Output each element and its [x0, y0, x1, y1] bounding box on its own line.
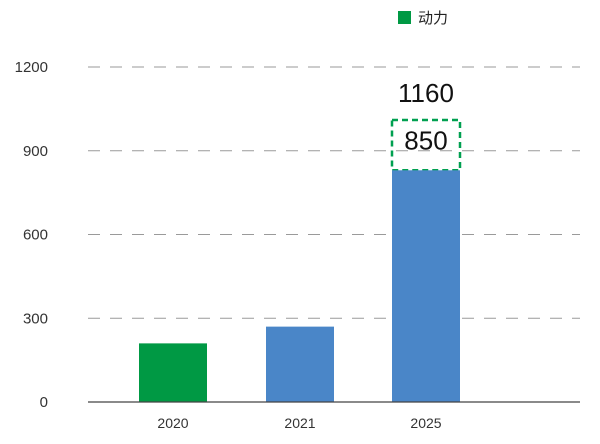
- gridlines: [88, 66, 580, 319]
- legend: 动力: [398, 10, 448, 27]
- legend-label: 动力: [418, 10, 448, 27]
- y-tick-label: 900: [23, 143, 48, 160]
- annotation-box-layer: [390, 118, 462, 172]
- x-tick-label: 2020: [157, 415, 188, 431]
- bar-2025: [392, 170, 460, 402]
- annotation-label-1160: 1160: [398, 78, 454, 108]
- y-tick-label: 300: [23, 310, 48, 327]
- dashed-target-box: [390, 118, 462, 172]
- bar-2020: [139, 343, 207, 402]
- legend-swatch: [398, 11, 411, 24]
- x-axis-ticks: 2020 2021 2025: [157, 415, 441, 431]
- annotations: 850 1160: [398, 78, 454, 155]
- bars: [139, 170, 460, 402]
- y-tick-label: 1200: [15, 59, 48, 76]
- annotation-label-850: 850: [404, 125, 447, 155]
- y-tick-label: 600: [23, 227, 48, 244]
- y-tick-label: 0: [40, 394, 48, 411]
- x-tick-label: 2021: [284, 415, 315, 431]
- bar-2021: [266, 326, 334, 402]
- y-axis-ticks: 0 300 600 900 1200: [15, 59, 48, 411]
- x-tick-label: 2025: [410, 415, 441, 431]
